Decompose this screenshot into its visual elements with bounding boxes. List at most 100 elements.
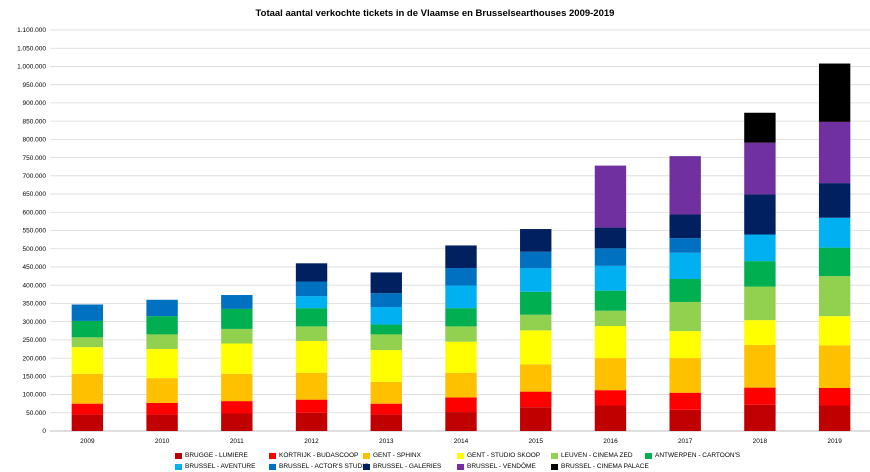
bar-segment <box>146 348 178 379</box>
legend-label: BRUSSEL - GALERIES <box>373 463 442 470</box>
bar-segment <box>221 413 253 431</box>
bar-segment <box>146 402 178 415</box>
bar-segment <box>370 272 402 294</box>
chart-title: Totaal aantal verkochte tickets in de Vl… <box>255 8 615 19</box>
bar-segment <box>744 234 776 262</box>
bar-segment <box>520 251 552 269</box>
legend-item: KORTRIJK - BUDASCOOP <box>269 452 359 459</box>
bar-segment <box>221 308 253 329</box>
bar-segment <box>445 412 477 431</box>
bar-segment <box>221 373 253 402</box>
bar-segment <box>295 281 328 297</box>
bar-segment <box>370 334 402 351</box>
legend-label: ANTWERPEN - CARTOON'S <box>655 452 741 459</box>
y-tick-label: 600.000 <box>23 209 47 216</box>
bar-segment <box>744 112 776 143</box>
y-tick-label: 200.000 <box>23 355 47 362</box>
bar-segment <box>221 401 253 414</box>
bar-segment <box>594 358 627 391</box>
y-tick-label: 950.000 <box>23 82 47 89</box>
bar-segment <box>669 214 701 239</box>
bar-segment <box>594 405 627 431</box>
bar-segment <box>445 372 477 398</box>
legend-swatch <box>645 452 652 459</box>
bar-segment <box>295 308 328 327</box>
bar-segment <box>520 268 552 292</box>
stacked-bar-chart: 0 50.000 100.000 150.000 200.000 250.000 300.0… <box>17 27 870 445</box>
bar-segment <box>594 165 627 228</box>
legend-label: GENT - STUDIO SKOOP <box>467 452 541 459</box>
bar-segment <box>818 276 851 317</box>
bar-segment <box>818 316 851 346</box>
bar-segment <box>669 238 701 253</box>
bar-segment <box>818 121 851 184</box>
x-tick-label: 2019 <box>827 438 842 445</box>
x-tick-label: 2015 <box>528 438 543 445</box>
bar-segment <box>594 265 627 291</box>
bar-segment <box>370 350 402 382</box>
bar-segment <box>370 324 402 335</box>
y-tick-label: 800.000 <box>23 137 47 144</box>
x-tick-label: 2009 <box>80 438 95 445</box>
bar-segment <box>669 331 701 359</box>
bar-segment <box>295 372 328 400</box>
x-tick-label: 2014 <box>454 438 469 445</box>
legend-label: BRUGGE - LUMIERE <box>185 452 248 459</box>
bar-segment <box>594 290 627 311</box>
y-tick-label: 1.000.000 <box>17 64 46 71</box>
y-tick-label: 850.000 <box>23 118 47 125</box>
y-tick-label: 50.000 <box>26 410 46 417</box>
bar-segment <box>669 156 701 215</box>
bar-segment <box>445 326 477 342</box>
y-tick-label: 150.000 <box>23 374 47 381</box>
bar-segment <box>295 263 328 282</box>
bar-segment <box>445 397 477 413</box>
bar-segment <box>594 390 627 406</box>
legend-row: BRUSSEL - AVENTURE BRUSSEL - ACTOR'S STUD… <box>175 461 775 472</box>
y-tick-label: 250.000 <box>23 337 47 344</box>
bar-segment <box>818 387 851 406</box>
legend-label: BRUSSEL - CINEMA PALACE <box>561 463 649 470</box>
bar-segment <box>744 320 776 345</box>
y-tick-label: 700.000 <box>23 173 47 180</box>
x-tick-label: 2016 <box>603 438 618 445</box>
legend: BRUGGE - LUMIERE KORTRIJK - BUDASCOOP GENT… <box>175 450 775 472</box>
legend-item: BRUSSEL - CINEMA PALACE <box>551 463 649 470</box>
y-tick-label: 0 <box>42 428 46 435</box>
bar-segment <box>295 340 328 373</box>
bar-segment <box>520 291 552 315</box>
bar-segment <box>669 278 701 302</box>
bar-segment <box>295 412 328 431</box>
bar-segment <box>370 293 402 308</box>
bar-segment <box>520 407 552 431</box>
legend-swatch <box>175 463 182 470</box>
legend-swatch <box>175 452 182 459</box>
bar-segment <box>71 414 104 431</box>
bar-segment <box>146 299 178 317</box>
bar-segment <box>744 194 776 235</box>
bar-segment <box>520 330 552 365</box>
bar-segment <box>818 217 851 248</box>
legend-label: GENT - SPHINX <box>373 452 421 459</box>
bar-segment <box>818 63 851 122</box>
legend-item: GENT - STUDIO SKOOP <box>457 452 547 459</box>
y-tick-label: 1.050.000 <box>17 45 46 52</box>
legend-label: LEUVEN - CINEMA ZED <box>561 452 633 459</box>
legend-item: GENT - SPHINX <box>363 452 453 459</box>
y-tick-label: 550.000 <box>23 228 47 235</box>
legend-swatch <box>551 463 558 470</box>
bar-segment <box>818 183 851 218</box>
x-tick-label: 2012 <box>304 438 319 445</box>
bar-segment <box>744 261 776 287</box>
legend-item: LEUVEN - CINEMA ZED <box>551 452 641 459</box>
y-tick-label: 300.000 <box>23 319 47 326</box>
legend-swatch <box>269 452 276 459</box>
legend-label: BRUSSEL - VENDÔME <box>467 463 536 470</box>
y-tick-label: 500.000 <box>23 246 47 253</box>
bar-segment <box>71 347 104 374</box>
x-tick-label: 2010 <box>155 438 170 445</box>
legend-label: BRUSSEL - ACTOR'S STUDIO <box>279 463 370 470</box>
legend-item: BRUGGE - LUMIERE <box>175 452 265 459</box>
bar-segment <box>744 387 776 405</box>
bar-segment <box>594 326 627 359</box>
